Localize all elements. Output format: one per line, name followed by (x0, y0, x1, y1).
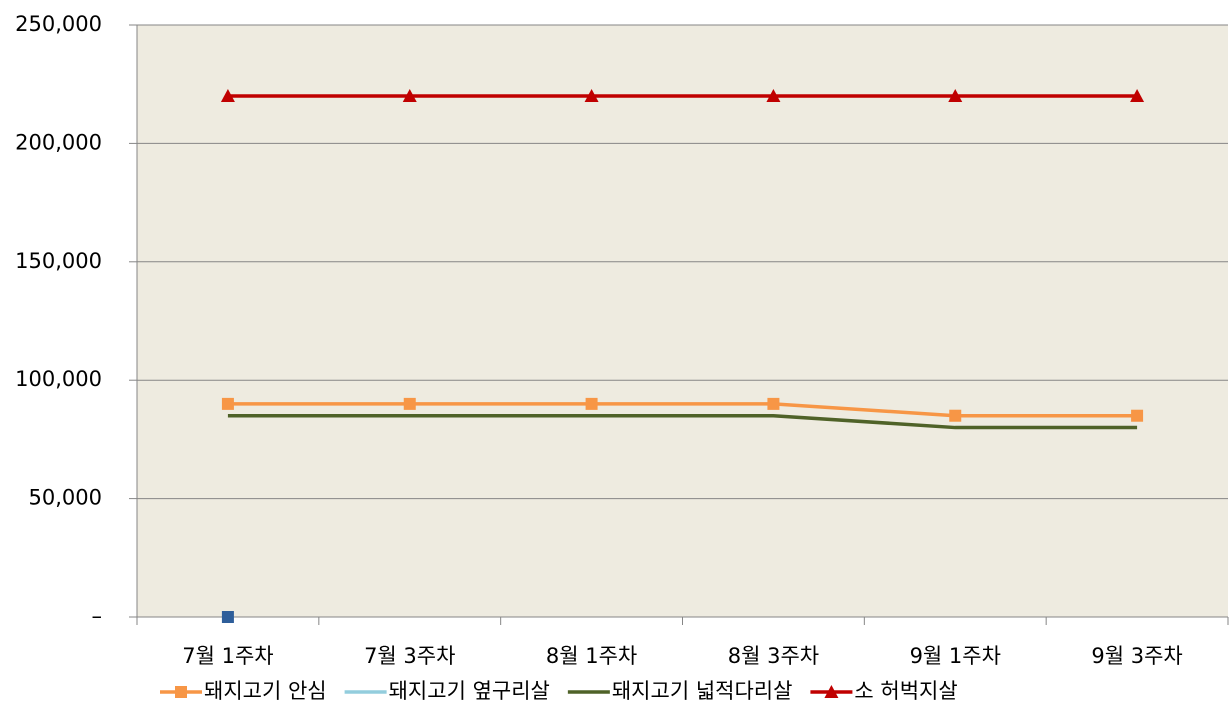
x-tick-label: 8월 1주차 (546, 644, 637, 668)
x-tick-label: 9월 1주차 (910, 644, 1001, 668)
legend-marker (824, 685, 839, 698)
point-marker (766, 89, 781, 103)
y-tick-label: 200,000 (15, 130, 102, 154)
y-tick-label: 100,000 (15, 367, 102, 391)
y-tick-label: 250,000 (15, 12, 102, 36)
point-marker (584, 89, 599, 103)
point-marker (221, 397, 234, 410)
y-tick-label: 50,000 (29, 486, 102, 510)
x-tick-label: 8월 3주차 (728, 644, 819, 668)
legend-label: 돼지고기 안심 (204, 679, 327, 703)
point-marker (402, 89, 417, 103)
point-marker (767, 397, 780, 410)
point-marker (221, 611, 234, 623)
point-marker (403, 397, 416, 410)
series-line (227, 413, 1138, 430)
point-marker (585, 397, 598, 410)
x-tick-label: 9월 3주차 (1091, 644, 1182, 668)
y-tick-label: 150,000 (15, 249, 102, 273)
x-tick-label: 7월 1주차 (182, 644, 273, 668)
y-tick-label: – (92, 604, 103, 628)
point-marker (948, 89, 963, 103)
series-line (227, 402, 1138, 418)
point-marker (1131, 409, 1144, 422)
point-marker (949, 409, 962, 422)
legend-label: 소 허벅지살 (854, 679, 957, 703)
plot-area (137, 25, 1228, 617)
legend-label: 돼지고기 옆구리살 (389, 679, 550, 703)
legend-marker (175, 686, 187, 698)
point-marker (220, 89, 235, 103)
legend-label: 돼지고기 넓적다리살 (612, 679, 793, 703)
point-marker (1130, 89, 1145, 103)
x-tick-label: 7월 3주차 (364, 644, 455, 668)
